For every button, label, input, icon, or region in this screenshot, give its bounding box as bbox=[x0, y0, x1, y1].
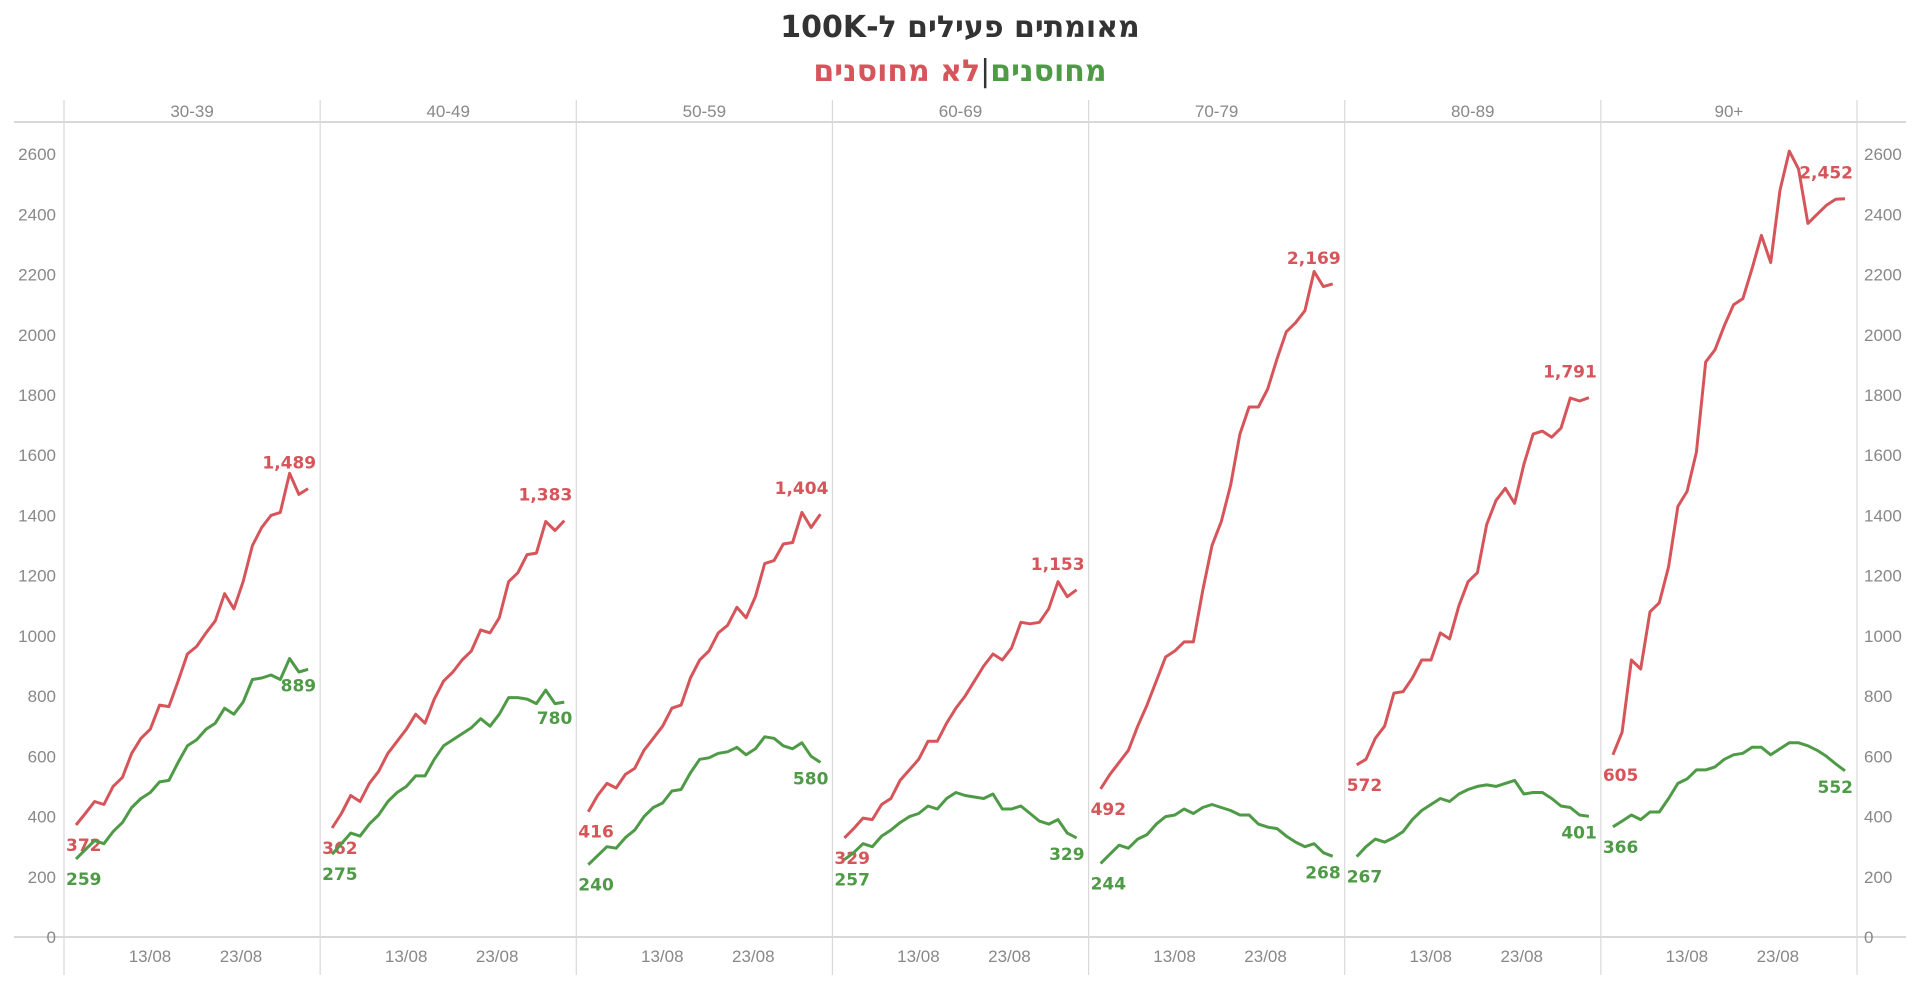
x-tick-label: 23/08 bbox=[1500, 947, 1543, 966]
legend-unvaccinated: לא מחוסנים bbox=[813, 54, 981, 89]
series-line bbox=[843, 580, 1078, 839]
series-line bbox=[1355, 396, 1590, 767]
x-tick-label: 13/08 bbox=[1666, 947, 1709, 966]
series-line bbox=[587, 735, 822, 866]
end-data-label: 780 bbox=[537, 709, 573, 729]
y-tick-label-left: 1400 bbox=[18, 506, 56, 525]
end-data-label: 2,169 bbox=[1287, 249, 1341, 269]
y-tick-label-right: 2600 bbox=[1864, 145, 1902, 164]
series-line bbox=[330, 519, 566, 829]
end-data-label: 401 bbox=[1561, 823, 1597, 843]
y-tick-label-right: 1200 bbox=[1864, 567, 1902, 586]
end-data-label: 552 bbox=[1818, 778, 1854, 798]
x-tick-label: 23/08 bbox=[732, 947, 775, 966]
x-tick-label: 13/08 bbox=[1153, 947, 1196, 966]
x-tick-label: 23/08 bbox=[1244, 947, 1287, 966]
y-tick-label-right: 1800 bbox=[1864, 386, 1902, 405]
y-tick-label-right: 600 bbox=[1864, 747, 1892, 766]
y-tick-label-right: 1400 bbox=[1864, 506, 1902, 525]
start-data-label: 362 bbox=[322, 839, 358, 859]
series-line bbox=[843, 791, 1078, 861]
end-data-label: 1,404 bbox=[775, 479, 829, 499]
start-data-label: 366 bbox=[1603, 838, 1639, 858]
chart-subtitle: מחוסנים|לא מחוסנים bbox=[0, 50, 1920, 94]
end-data-label: 268 bbox=[1305, 863, 1341, 883]
x-tick-label: 13/08 bbox=[897, 947, 940, 966]
x-tick-label: 13/08 bbox=[1409, 947, 1452, 966]
y-tick-label-right: 800 bbox=[1864, 687, 1892, 706]
facet-header: 50-59 bbox=[683, 102, 726, 121]
y-tick-label-right: 2400 bbox=[1864, 205, 1902, 224]
y-tick-label-left: 800 bbox=[28, 687, 56, 706]
end-data-label: 1,489 bbox=[262, 454, 316, 474]
end-data-label: 1,791 bbox=[1543, 363, 1597, 383]
x-tick-label: 23/08 bbox=[1757, 947, 1800, 966]
y-tick-label-left: 2000 bbox=[18, 326, 56, 345]
y-tick-label-right: 400 bbox=[1864, 808, 1892, 827]
facet-header: 90+ bbox=[1715, 102, 1744, 121]
x-tick-label: 13/08 bbox=[385, 947, 428, 966]
start-data-label: 240 bbox=[578, 876, 614, 896]
series-line bbox=[330, 688, 565, 856]
series-line bbox=[1612, 741, 1846, 829]
series-line bbox=[1099, 803, 1334, 865]
facet-header: 80-89 bbox=[1451, 102, 1494, 121]
x-tick-label: 13/08 bbox=[129, 947, 172, 966]
x-tick-label: 13/08 bbox=[641, 947, 684, 966]
y-tick-label-left: 1800 bbox=[18, 386, 56, 405]
start-data-label: 267 bbox=[1347, 868, 1383, 888]
x-tick-label: 23/08 bbox=[988, 947, 1031, 966]
start-data-label: 244 bbox=[1091, 875, 1127, 895]
y-tick-label-left: 2400 bbox=[18, 205, 56, 224]
series-line bbox=[74, 471, 309, 826]
series-line bbox=[1099, 270, 1334, 790]
end-data-label: 1,383 bbox=[519, 486, 573, 506]
y-tick-label-right: 1600 bbox=[1864, 446, 1902, 465]
end-data-label: 329 bbox=[1049, 845, 1085, 865]
x-tick-label: 23/08 bbox=[220, 947, 263, 966]
y-tick-label-left: 600 bbox=[28, 747, 56, 766]
legend-separator: | bbox=[980, 54, 991, 89]
start-data-label: 492 bbox=[1091, 800, 1127, 820]
y-tick-label-right: 0 bbox=[1864, 928, 1873, 947]
y-tick-label-left: 1200 bbox=[18, 567, 56, 586]
y-tick-label-right: 2000 bbox=[1864, 326, 1902, 345]
end-data-label: 1,153 bbox=[1031, 555, 1085, 575]
y-tick-label-left: 400 bbox=[28, 808, 56, 827]
start-data-label: 275 bbox=[322, 865, 358, 885]
facet-header: 70-79 bbox=[1195, 102, 1238, 121]
y-tick-label-left: 0 bbox=[47, 928, 56, 947]
title-block: מאומתים פעילים ל-100K מחוסנים|לא מחוסנים bbox=[0, 6, 1920, 94]
start-data-label: 329 bbox=[834, 849, 870, 869]
start-data-label: 257 bbox=[834, 871, 870, 891]
y-tick-label-right: 200 bbox=[1864, 868, 1892, 887]
start-data-label: 416 bbox=[578, 823, 614, 843]
y-tick-label-left: 2600 bbox=[18, 145, 56, 164]
end-data-label: 889 bbox=[281, 676, 317, 696]
facet-header: 40-49 bbox=[426, 102, 469, 121]
series-line bbox=[1355, 778, 1590, 858]
start-data-label: 259 bbox=[66, 870, 102, 890]
series-line bbox=[586, 510, 822, 813]
facet-header: 30-39 bbox=[170, 102, 213, 121]
y-tick-label-left: 1000 bbox=[18, 627, 56, 646]
y-tick-label-left: 200 bbox=[28, 868, 56, 887]
x-tick-label: 23/08 bbox=[476, 947, 519, 966]
y-tick-label-right: 1000 bbox=[1864, 627, 1902, 646]
y-tick-label-right: 2200 bbox=[1864, 266, 1902, 285]
end-data-label: 2,452 bbox=[1799, 164, 1853, 184]
y-tick-label-left: 1600 bbox=[18, 446, 56, 465]
chart-title: מאומתים פעילים ל-100K bbox=[780, 10, 1140, 45]
y-tick-label-left: 2200 bbox=[18, 266, 56, 285]
start-data-label: 572 bbox=[1347, 776, 1383, 796]
start-data-label: 605 bbox=[1603, 766, 1639, 786]
series-line bbox=[1611, 149, 1846, 756]
series-line bbox=[74, 657, 309, 861]
end-data-label: 580 bbox=[793, 769, 829, 789]
legend-vaccinated: מחוסנים bbox=[990, 54, 1107, 89]
facet-header: 60-69 bbox=[939, 102, 982, 121]
